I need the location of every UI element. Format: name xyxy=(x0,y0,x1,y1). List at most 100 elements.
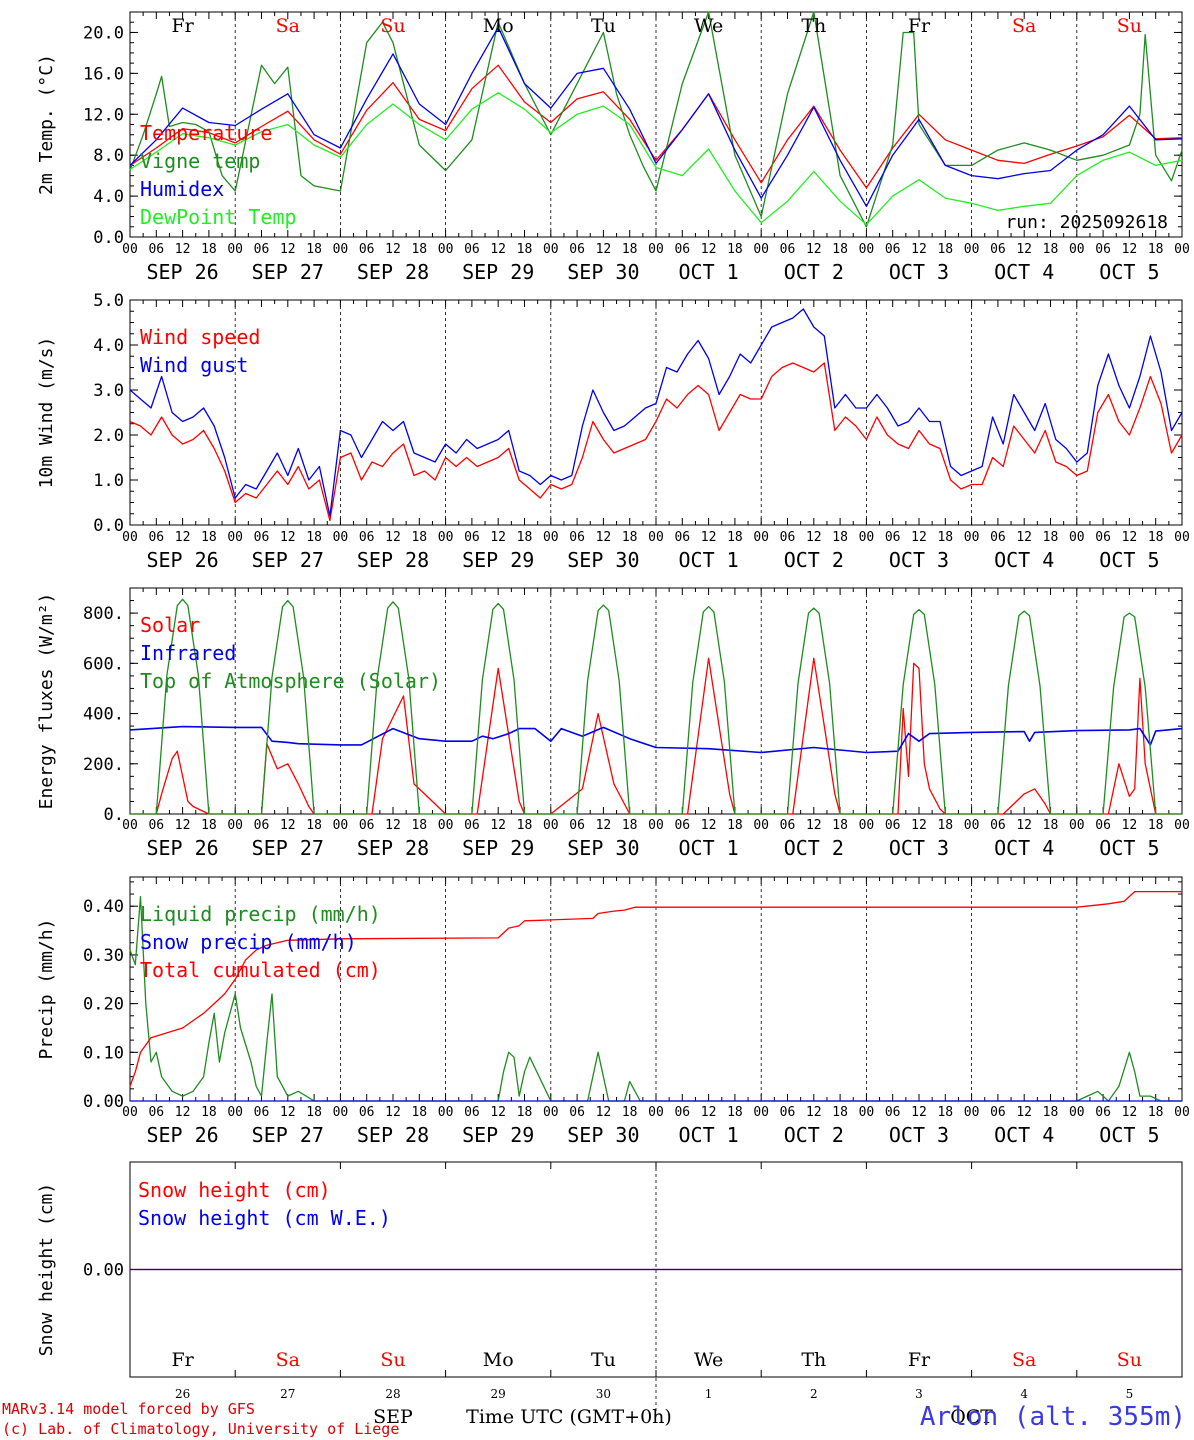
panel-1-ytick-label: 16.0 xyxy=(83,64,124,84)
panel-2-hour-label: 06 xyxy=(464,530,480,545)
panel-4-hour-label: 12 xyxy=(385,1105,401,1120)
panel-4-hour-label: 12 xyxy=(596,1105,612,1120)
panel-1-day-name: Su xyxy=(380,15,405,37)
panel-3-hour-label: 18 xyxy=(411,818,427,833)
panel-3-hour-label: 12 xyxy=(596,818,612,833)
panel-2-hour-label: 06 xyxy=(359,530,375,545)
panel-2-hour-label: 00 xyxy=(333,530,349,545)
panel-1-day-name: Mo xyxy=(483,15,514,37)
panel-4-ytick-label: 0.10 xyxy=(83,1043,124,1063)
panel-1-ytick-label: 0.0 xyxy=(93,228,124,248)
panel-2-hour-label: 00 xyxy=(648,530,664,545)
panel-4-hour-label: 00 xyxy=(333,1105,349,1120)
panel-4-hour-label: 00 xyxy=(438,1105,454,1120)
panel-2-hour-label: 18 xyxy=(517,530,533,545)
panel-1-ytick-label: 8.0 xyxy=(93,146,124,166)
panel-2-hour-label: 00 xyxy=(438,530,454,545)
panel-2-hour-label: 18 xyxy=(727,530,743,545)
panel-1-hour-label: 06 xyxy=(254,242,270,257)
panel-4-date-label: SEP 26 xyxy=(146,1123,218,1147)
panel-1-hour-label: 12 xyxy=(1122,242,1138,257)
panel-2-hour-label: 12 xyxy=(385,530,401,545)
panel-3-hour-label: 12 xyxy=(385,818,401,833)
panel-4-ytick-label: 0.00 xyxy=(83,1092,124,1112)
panel-3-hour-label: 12 xyxy=(1122,818,1138,833)
panel-1-hour-label: 00 xyxy=(964,242,980,257)
panel-4-date-label: OCT 3 xyxy=(889,1123,949,1147)
panel-2-ytick-label: 0.0 xyxy=(93,516,124,536)
panel-3-hour-label: 18 xyxy=(1043,818,1059,833)
panel-2-hour-label: 12 xyxy=(1016,530,1032,545)
panel-1-hour-label: 18 xyxy=(622,242,638,257)
panel-3-hour-label: 06 xyxy=(885,818,901,833)
panel-3-date-label: OCT 4 xyxy=(994,836,1054,860)
panel-2-ytick-label: 2.0 xyxy=(93,426,124,446)
panel-1-day-name: Th xyxy=(801,15,826,37)
panel-1-hour-label: 06 xyxy=(359,242,375,257)
panel-3-hour-label: 06 xyxy=(569,818,585,833)
panel-1-hour-label: 12 xyxy=(280,242,296,257)
panel-2-date-label: OCT 1 xyxy=(678,548,738,572)
panel-4-legend-item: Liquid precip (mm/h) xyxy=(140,902,381,926)
panel-3-hour-label: 00 xyxy=(227,818,243,833)
panel-4-hour-label: 18 xyxy=(937,1105,953,1120)
panel-1-ylabel: 2m Temp. (°C) xyxy=(36,54,57,195)
panel-1-hour-label: 00 xyxy=(333,242,349,257)
panel-4-ytick-label: 0.20 xyxy=(83,995,124,1015)
panel-2-hour-label: 00 xyxy=(1174,530,1190,545)
panel-2-date-label: OCT 2 xyxy=(784,548,844,572)
panel-1-day-name: Su xyxy=(1117,15,1142,37)
panel-2-hour-label: 00 xyxy=(1069,530,1085,545)
panel-2-hour-label: 06 xyxy=(569,530,585,545)
panel-5-day-number: 5 xyxy=(1126,1387,1134,1401)
panel-1-series-2-line xyxy=(129,11,1183,228)
panel-3-ytick-label: 600. xyxy=(83,654,124,674)
panel-5-day-number: 28 xyxy=(385,1387,400,1401)
panel-3: Energy fluxes (W/m²) xyxy=(36,587,1183,815)
panel-3-hour-label: 18 xyxy=(1148,818,1164,833)
panel-1-hour-label: 00 xyxy=(859,242,875,257)
panel-4-hour-label: 06 xyxy=(359,1105,375,1120)
panel-3-hour-label: 18 xyxy=(832,818,848,833)
panel-4-ytick-label: 0.40 xyxy=(83,897,124,917)
panel-1-day-name: We xyxy=(694,15,723,37)
panel-5-day-name: Sa xyxy=(276,1349,300,1371)
panel-4-hour-label: 06 xyxy=(148,1105,164,1120)
panel-5-day-name: We xyxy=(694,1349,723,1371)
panel-2-date-label: OCT 3 xyxy=(889,548,949,572)
panel-1-ytick-label: 12.0 xyxy=(83,105,124,125)
panel-3-hour-label: 06 xyxy=(464,818,480,833)
panel-2-ylabel: 10m Wind (m/s) xyxy=(36,337,57,489)
panel-1-hour-label: 00 xyxy=(438,242,454,257)
panel-4-date-label: OCT 1 xyxy=(678,1123,738,1147)
panel-4-hour-label: 18 xyxy=(1043,1105,1059,1120)
panel-1-hour-label: 12 xyxy=(806,242,822,257)
panel-2-hour-label: 06 xyxy=(1095,530,1111,545)
panel-4-hour-label: 12 xyxy=(280,1105,296,1120)
panel-4-hour-label: 18 xyxy=(1148,1105,1164,1120)
panel-3-hour-label: 06 xyxy=(990,818,1006,833)
panel-1-date-label: SEP 30 xyxy=(567,260,639,284)
panel-1-hour-label: 18 xyxy=(832,242,848,257)
panel-1-series-3-line xyxy=(129,26,1183,207)
station-label: Arlon (alt. 355m) xyxy=(919,1402,1186,1432)
panel-3-hour-label: 00 xyxy=(753,818,769,833)
panel-4-legend-item: Snow precip (mm/h) xyxy=(140,930,357,954)
panel-3-hour-label: 00 xyxy=(438,818,454,833)
panel-2-hour-label: 00 xyxy=(227,530,243,545)
panel-5-day-number: 30 xyxy=(596,1387,611,1401)
panel-2-series-2-line xyxy=(129,308,1183,517)
footer-model: MARv3.14 model forced by GFS xyxy=(2,1400,255,1418)
panel-3-hour-label: 12 xyxy=(911,818,927,833)
panel-2-hour-label: 06 xyxy=(148,530,164,545)
panel-4-hour-label: 06 xyxy=(464,1105,480,1120)
panel-1-hour-label: 12 xyxy=(911,242,927,257)
panel-5-day-name: Fr xyxy=(908,1349,931,1371)
panel-1-run-annotation: run: 2025092618 xyxy=(1005,212,1168,233)
panel-1-hour-label: 12 xyxy=(490,242,506,257)
panel-5-day-name: Mo xyxy=(483,1349,514,1371)
panel-1-series-4-line xyxy=(129,92,1183,226)
panel-1-series-1-line xyxy=(129,64,1183,189)
panel-3-hour-label: 00 xyxy=(1174,818,1190,833)
panel-1-hour-label: 12 xyxy=(1016,242,1032,257)
